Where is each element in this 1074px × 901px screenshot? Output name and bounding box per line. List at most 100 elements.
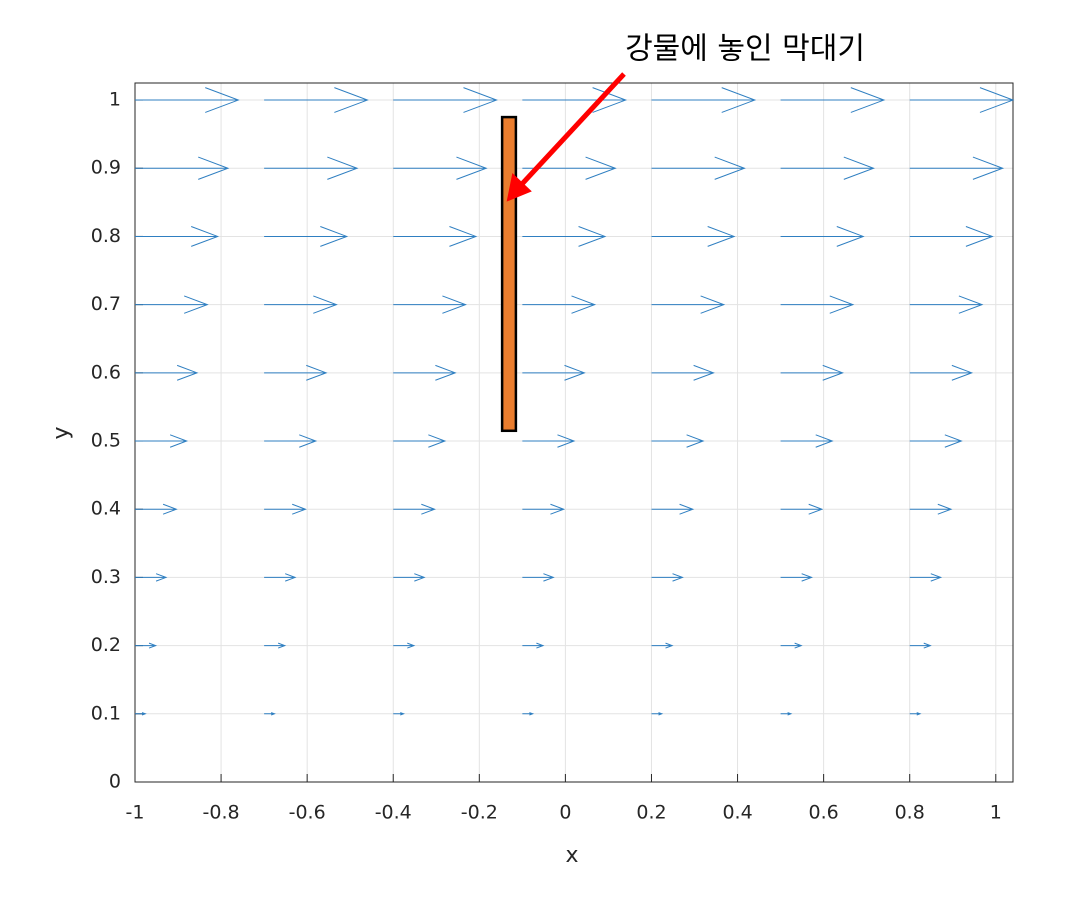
arrow xyxy=(135,573,168,582)
arrow xyxy=(264,295,338,314)
arrow xyxy=(522,712,535,716)
y-tick-label: 0.8 xyxy=(91,225,121,247)
y-tick-label: 1 xyxy=(109,89,121,111)
y-tick-label: 0.1 xyxy=(91,702,121,724)
arrow xyxy=(135,642,158,649)
arrow xyxy=(651,87,757,113)
arrow xyxy=(393,712,405,716)
y-tick-label: 0.2 xyxy=(91,634,121,656)
arrow xyxy=(780,295,855,314)
arrow xyxy=(780,156,875,180)
arrow xyxy=(264,712,276,716)
arrow xyxy=(522,226,607,247)
arrow xyxy=(522,295,597,314)
y-tick-label: 0.3 xyxy=(91,566,121,588)
arrow xyxy=(522,573,555,582)
arrow xyxy=(909,642,932,649)
arrow xyxy=(393,156,488,180)
arrow xyxy=(264,156,359,180)
arrow xyxy=(264,226,349,247)
arrow xyxy=(909,434,963,448)
x-tick-label: 1 xyxy=(990,802,1002,824)
arrow xyxy=(780,226,865,247)
y-tick-label: 0.6 xyxy=(91,361,121,383)
y-tick-label: 0.9 xyxy=(91,157,121,179)
arrow xyxy=(135,503,178,515)
arrow xyxy=(393,434,447,448)
arrow xyxy=(909,364,974,381)
arrow xyxy=(393,573,426,582)
arrow xyxy=(135,87,240,113)
arrow xyxy=(393,503,436,515)
x-tick-label: 0.8 xyxy=(895,802,925,824)
x-tick-label: 0 xyxy=(559,802,571,824)
arrow xyxy=(264,642,287,649)
arrow xyxy=(780,573,814,582)
arrow xyxy=(264,434,318,448)
arrow xyxy=(651,434,705,448)
annotation-arrow xyxy=(520,72,626,186)
arrow xyxy=(264,503,307,515)
arrow xyxy=(393,364,457,381)
y-tick-label: 0 xyxy=(109,771,121,793)
arrow xyxy=(264,364,328,381)
annotation-arrowhead xyxy=(506,173,532,202)
arrow xyxy=(651,226,736,247)
arrow xyxy=(135,364,199,381)
arrow xyxy=(780,642,803,649)
arrow xyxy=(909,156,1005,180)
x-tick-label: -0.6 xyxy=(289,802,326,824)
x-tick-label: -0.8 xyxy=(203,802,240,824)
annotation-text: 강물에 놓인 막대기 xyxy=(625,32,865,67)
arrow xyxy=(264,573,297,582)
arrow xyxy=(909,295,984,314)
arrow xyxy=(651,642,674,649)
arrow xyxy=(780,87,886,113)
arrow xyxy=(780,364,844,381)
x-tick-label: -1 xyxy=(126,802,145,824)
arrow xyxy=(651,156,746,180)
arrow xyxy=(909,712,922,716)
arrow xyxy=(651,503,695,515)
arrow xyxy=(651,364,715,381)
x-tick-label: 0.2 xyxy=(636,802,666,824)
x-tick-label: 0.6 xyxy=(809,802,839,824)
arrow xyxy=(135,156,230,180)
arrow xyxy=(651,573,684,582)
arrow xyxy=(909,503,953,515)
arrow xyxy=(264,87,369,113)
arrow xyxy=(135,712,147,716)
arrow xyxy=(522,434,576,448)
arrow xyxy=(909,573,943,582)
arrow xyxy=(909,87,1015,113)
arrow xyxy=(522,87,628,113)
arrow xyxy=(135,226,220,247)
arrow xyxy=(651,712,664,716)
arrow xyxy=(780,503,824,515)
y-tick-label: 0.4 xyxy=(91,498,121,520)
x-axis-label: x xyxy=(565,843,578,868)
arrow xyxy=(651,295,726,314)
x-tick-label: -0.2 xyxy=(461,802,498,824)
axes-box xyxy=(134,82,1014,783)
arrow xyxy=(393,295,467,314)
y-axis-label: y xyxy=(49,426,74,439)
stick xyxy=(500,115,518,433)
arrow xyxy=(522,642,545,649)
arrow xyxy=(393,87,498,113)
y-tick-label: 0.5 xyxy=(91,430,121,452)
arrow xyxy=(780,434,834,448)
arrow xyxy=(522,364,586,381)
arrow xyxy=(135,434,189,448)
arrow xyxy=(135,295,209,314)
x-tick-label: 0.4 xyxy=(722,802,752,824)
arrow xyxy=(522,503,566,515)
x-tick-label: -0.4 xyxy=(375,802,412,824)
arrow xyxy=(780,712,793,716)
arrow xyxy=(393,642,416,649)
arrow xyxy=(393,226,478,247)
arrow xyxy=(909,226,994,247)
y-tick-label: 0.7 xyxy=(91,293,121,315)
